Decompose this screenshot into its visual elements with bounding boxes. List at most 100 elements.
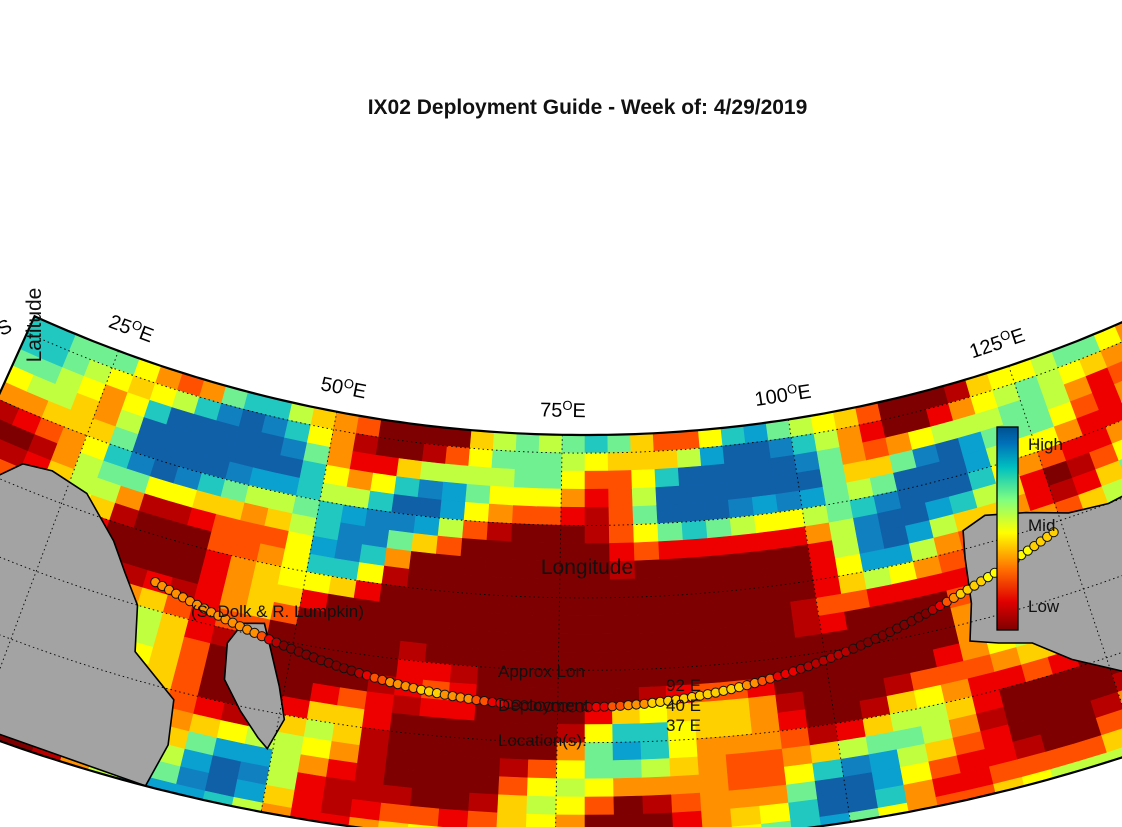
field-cell bbox=[753, 748, 785, 771]
field-cell bbox=[631, 469, 657, 489]
field-cell bbox=[347, 816, 380, 827]
field-cell bbox=[443, 736, 474, 758]
field-cell bbox=[697, 427, 724, 449]
field-cell bbox=[613, 777, 644, 798]
field-cell bbox=[584, 452, 609, 472]
field-cell bbox=[446, 427, 473, 449]
field-cell bbox=[639, 722, 670, 743]
field-cell bbox=[384, 547, 412, 570]
field-cell bbox=[437, 808, 469, 827]
field-cell bbox=[381, 784, 413, 807]
deployment-value: 40 E bbox=[666, 696, 701, 715]
field-cell bbox=[527, 759, 558, 780]
field-cell bbox=[513, 469, 539, 489]
field-cell bbox=[607, 433, 632, 454]
field-cell bbox=[750, 712, 781, 735]
field-cell bbox=[492, 431, 518, 452]
field-cell bbox=[635, 595, 663, 616]
field-cell bbox=[387, 730, 419, 753]
field-cell bbox=[727, 769, 759, 792]
field-cell bbox=[634, 559, 661, 580]
map-title: IX02 Deployment Guide - Week of: 4/29/20… bbox=[367, 96, 808, 119]
field-cell bbox=[372, 454, 400, 477]
field-cell bbox=[389, 712, 420, 735]
field-cell bbox=[584, 506, 610, 526]
field-cell bbox=[737, 586, 766, 609]
field-cell bbox=[511, 523, 537, 544]
field-cell bbox=[708, 553, 737, 575]
field-cell bbox=[413, 515, 441, 537]
field-cell bbox=[457, 574, 485, 595]
field-cell bbox=[499, 758, 529, 779]
field-cell bbox=[790, 816, 823, 827]
field-cell bbox=[445, 445, 471, 467]
field-cell bbox=[454, 610, 483, 631]
field-cell bbox=[535, 524, 562, 544]
field-cell bbox=[490, 467, 516, 488]
field-cell bbox=[584, 434, 609, 454]
field-cell bbox=[657, 521, 684, 543]
field-cell bbox=[482, 576, 510, 597]
field-cell bbox=[381, 565, 410, 588]
field-cell bbox=[424, 643, 454, 665]
field-cell bbox=[445, 718, 475, 740]
field-cell bbox=[400, 622, 430, 645]
field-cell bbox=[663, 648, 693, 669]
field-cell bbox=[496, 812, 528, 827]
field-cell bbox=[489, 485, 515, 506]
field-cell bbox=[686, 592, 715, 613]
field-cell bbox=[773, 472, 800, 495]
field-cell bbox=[654, 467, 680, 488]
field-cell bbox=[751, 494, 779, 516]
field-cell bbox=[584, 814, 615, 827]
field-cell bbox=[370, 472, 397, 495]
field-cell bbox=[388, 511, 417, 534]
deployment-value: 37 E bbox=[666, 716, 701, 735]
field-cell bbox=[435, 535, 463, 557]
lon-tick-label: 25OE bbox=[106, 308, 157, 347]
field-cell bbox=[607, 470, 633, 490]
field-cell bbox=[717, 661, 748, 684]
field-cell bbox=[608, 488, 634, 508]
field-cell bbox=[747, 458, 774, 480]
field-cell bbox=[756, 529, 784, 552]
field-cell bbox=[402, 604, 431, 627]
field-cell bbox=[745, 440, 772, 462]
field-cell bbox=[558, 615, 586, 635]
field-cell bbox=[396, 658, 426, 681]
field-cell bbox=[683, 556, 711, 577]
field-cell bbox=[641, 776, 672, 797]
field-cell bbox=[714, 625, 744, 647]
field-cell bbox=[696, 736, 727, 758]
field-cell bbox=[498, 776, 529, 797]
field-cell bbox=[506, 613, 534, 634]
field-cell bbox=[533, 578, 561, 599]
field-cell bbox=[584, 724, 614, 744]
field-cell bbox=[419, 461, 446, 483]
field-cell bbox=[630, 432, 655, 453]
graticule-parallel bbox=[0, 596, 1122, 744]
field-cell bbox=[396, 458, 423, 480]
field-cell bbox=[722, 715, 753, 738]
field-cell bbox=[633, 541, 660, 562]
field-cell bbox=[755, 766, 787, 789]
field-cell bbox=[584, 669, 613, 689]
field-cell bbox=[481, 594, 509, 615]
field-cell bbox=[439, 499, 466, 521]
field-cell bbox=[1112, 434, 1122, 462]
field-cell bbox=[748, 694, 779, 717]
lat-tick-label: 48OS bbox=[0, 313, 16, 356]
field-cell bbox=[584, 633, 612, 653]
field-cell bbox=[725, 751, 757, 774]
field-cell bbox=[379, 583, 408, 606]
field-cell bbox=[735, 568, 764, 591]
field-cell bbox=[631, 487, 658, 507]
field-cell bbox=[640, 740, 671, 761]
x-axis-label: Longitude bbox=[540, 556, 634, 579]
field-cell bbox=[701, 808, 733, 827]
field-cell bbox=[560, 488, 586, 508]
map-frame bbox=[0, 314, 1122, 827]
colorbar-label-high: High bbox=[1028, 435, 1063, 454]
field-cell bbox=[584, 615, 612, 635]
field-cell bbox=[432, 571, 460, 593]
